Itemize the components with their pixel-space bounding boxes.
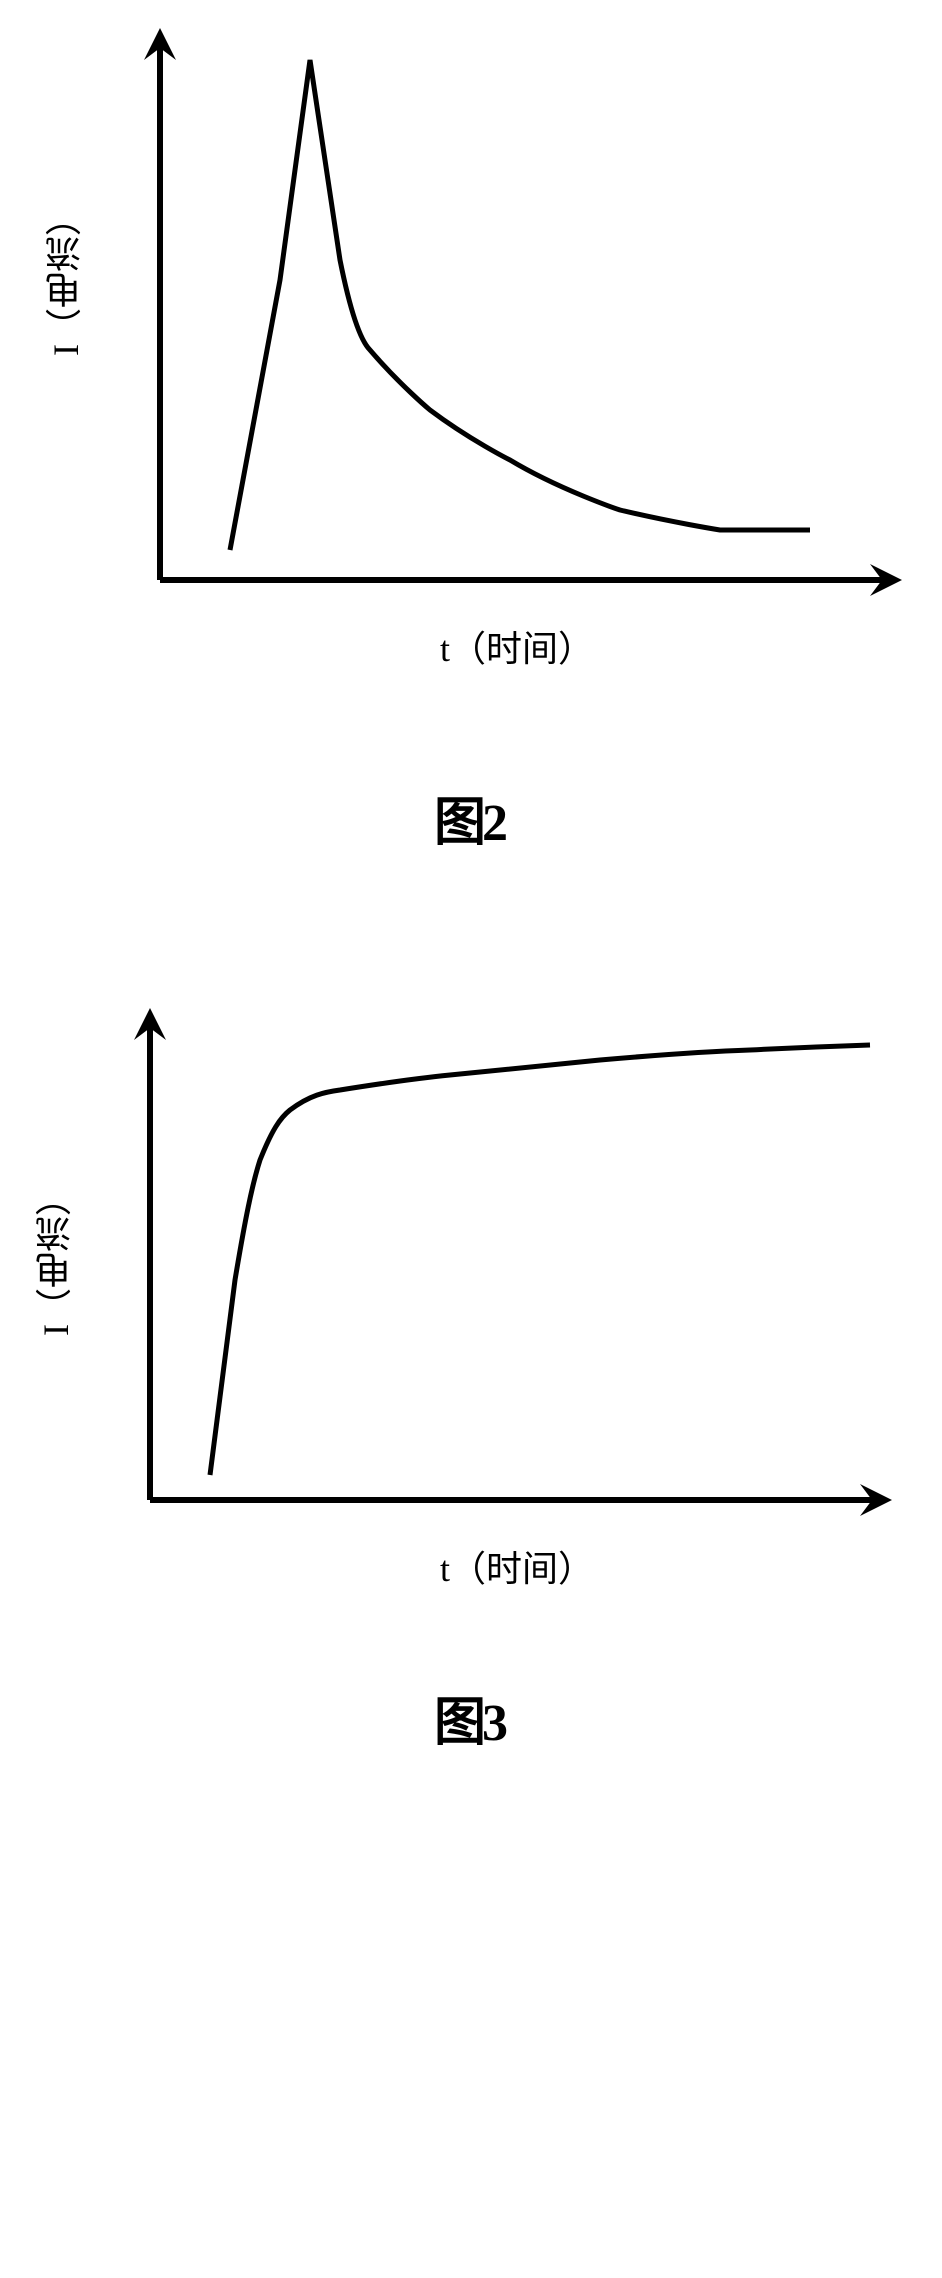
chart-2-figure-label: 图3 (0, 1680, 942, 1755)
chart-2-x-label: t（时间） (440, 1540, 594, 1592)
chart-1-x-label: t（时间） (440, 620, 594, 672)
figure-prefix: 图 (434, 795, 482, 852)
figure-number: 3 (482, 1695, 508, 1752)
chart-2-svg (0, 1000, 942, 1560)
chart-1-curve (230, 60, 810, 550)
figure-prefix: 图 (434, 1695, 482, 1752)
chart-2-y-label: I（电流） (30, 1180, 82, 1336)
figure-number: 2 (482, 795, 508, 852)
chart-1-svg (0, 20, 942, 640)
chart-1-y-label: I（电流） (40, 200, 92, 356)
chart-2-container: I（电流） t（时间） 图3 (0, 1000, 942, 1720)
chart-1-container: I（电流） t（时间） 图2 (0, 20, 942, 800)
chart-1-figure-label: 图2 (0, 780, 942, 855)
chart-2-curve (210, 1045, 870, 1475)
